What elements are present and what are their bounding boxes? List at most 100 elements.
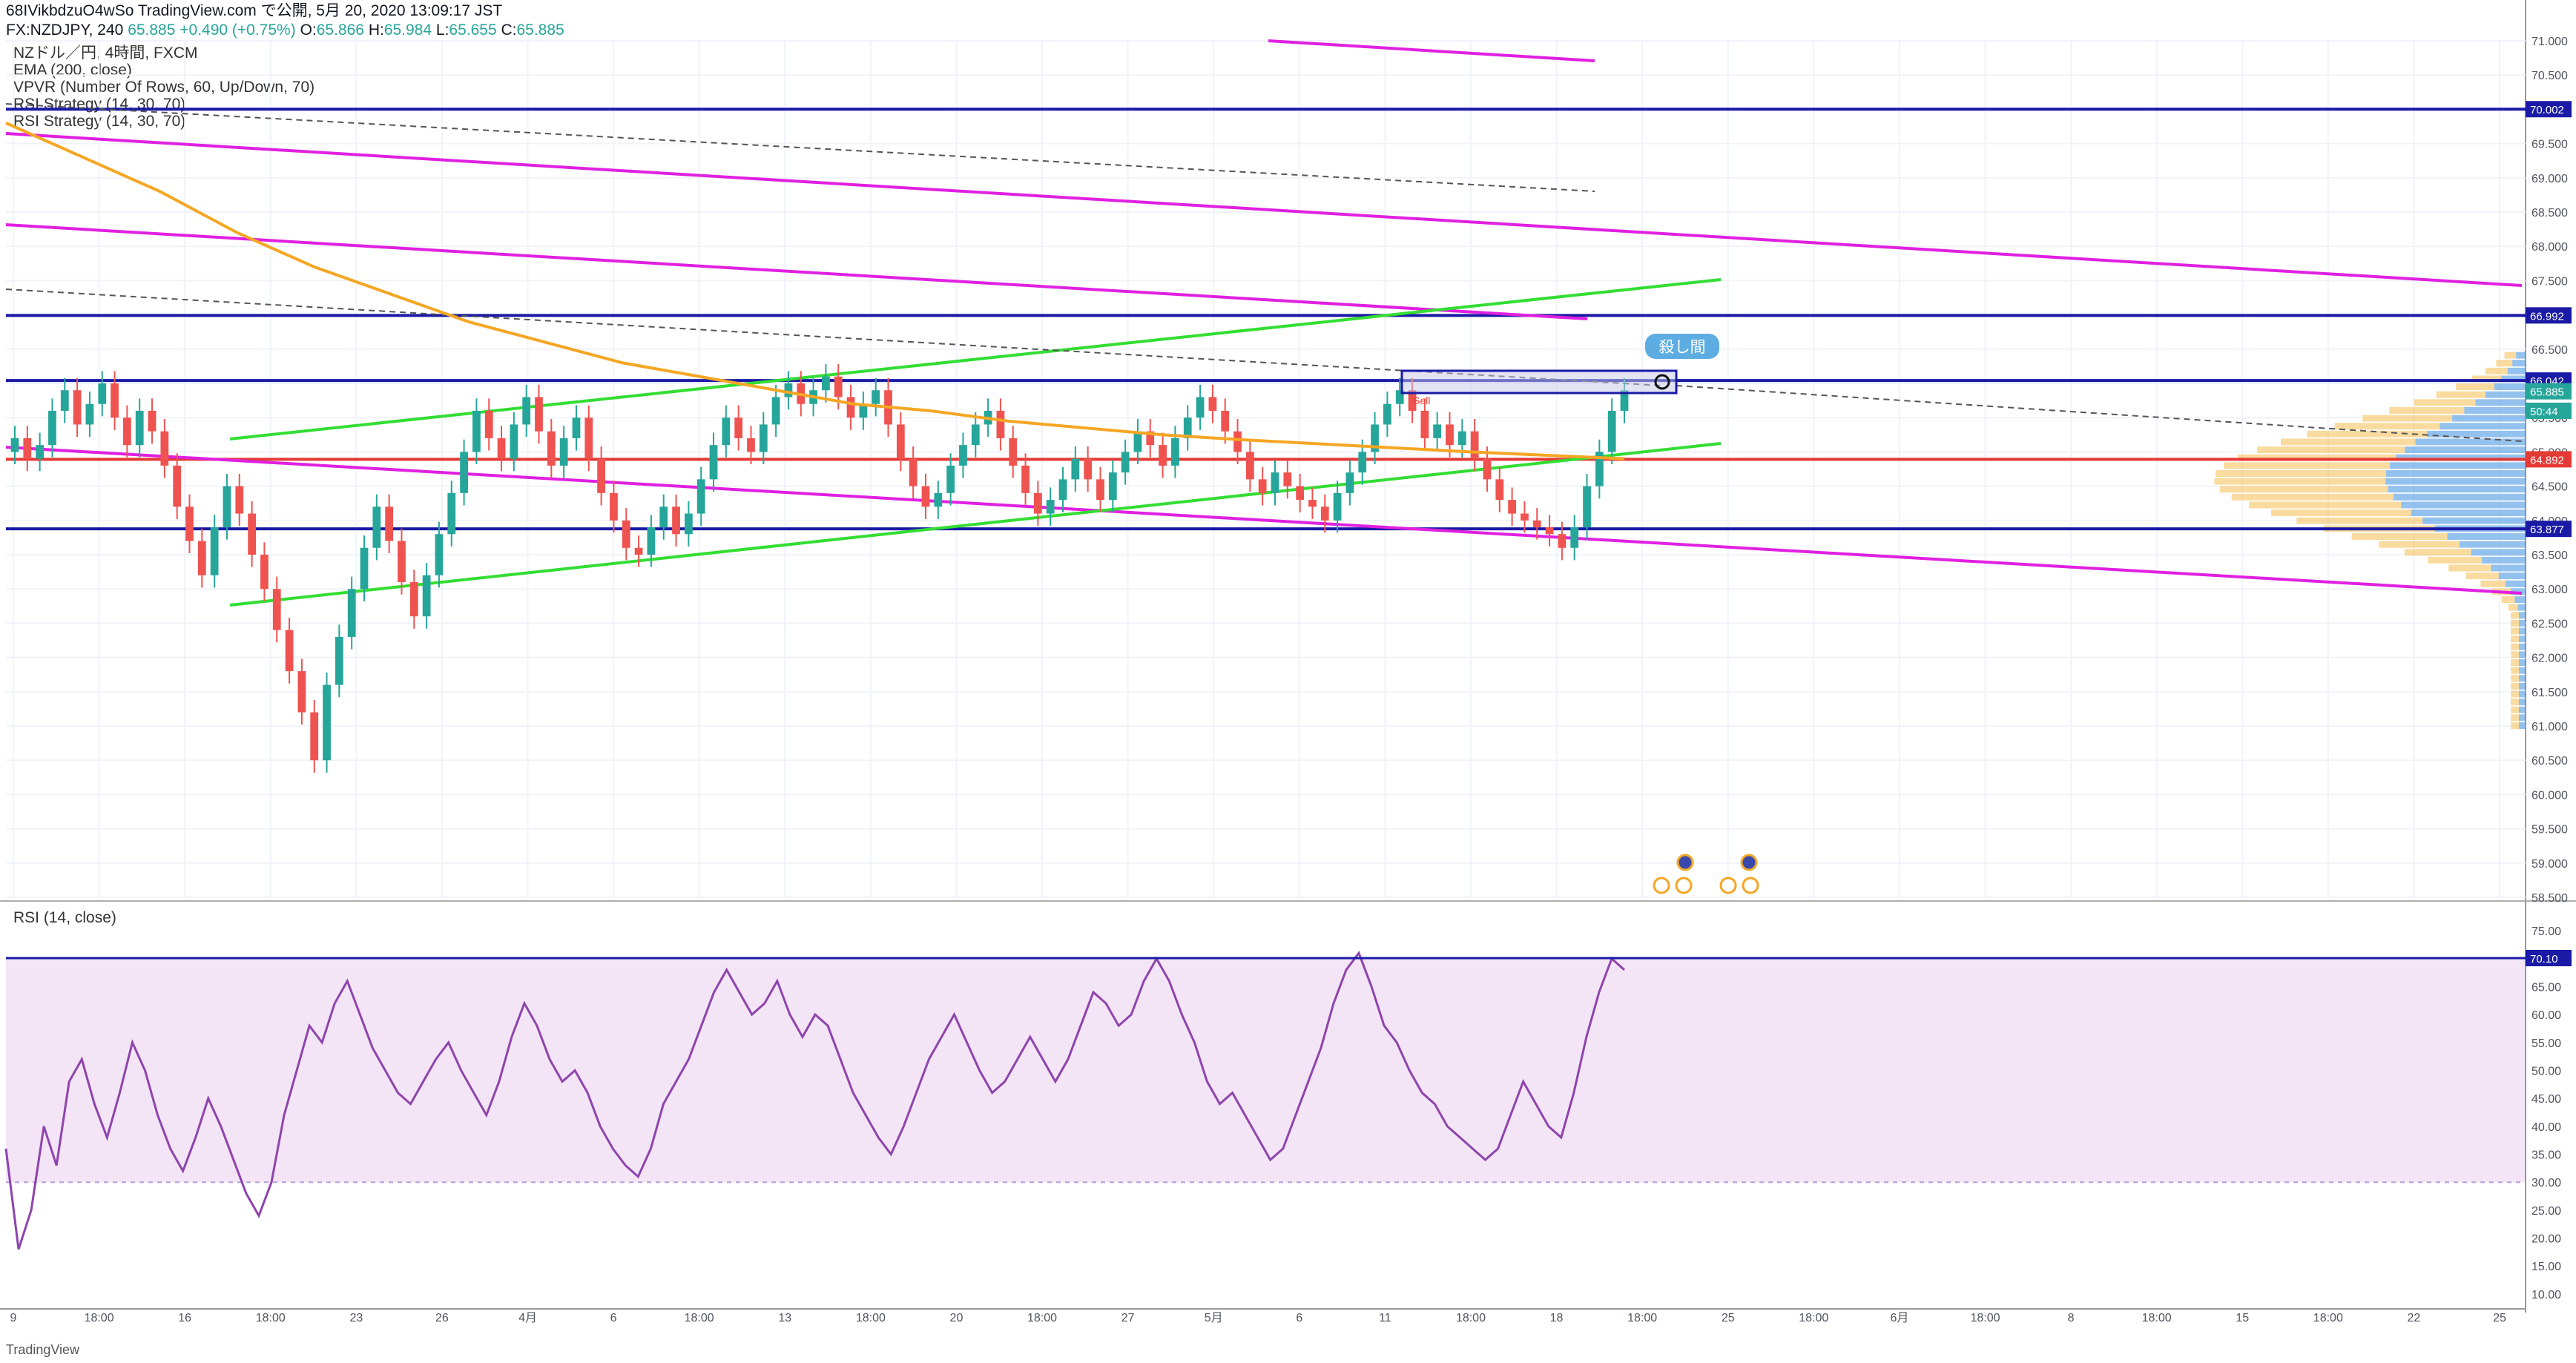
candle-body[interactable] [185, 506, 194, 541]
candle-body[interactable] [1245, 452, 1254, 480]
dotted-trendline-ext[interactable] [1676, 385, 2523, 442]
candle-body[interactable] [85, 403, 94, 425]
candle-body[interactable] [1607, 410, 1616, 452]
candle-body[interactable] [547, 431, 556, 466]
candle-body[interactable] [909, 458, 918, 486]
candle-body[interactable] [323, 684, 331, 761]
candle-body[interactable] [460, 452, 468, 493]
candle-body[interactable] [1583, 486, 1591, 528]
candle-body[interactable] [1383, 403, 1391, 425]
legend-symbol[interactable]: NZドル／円, 4時間, FXCM [13, 44, 198, 62]
magenta-channel-lower[interactable] [5, 446, 2523, 595]
candle-body[interactable] [1196, 397, 1205, 418]
candle-body[interactable] [1058, 479, 1067, 501]
candle-body[interactable] [385, 506, 394, 541]
candle-body[interactable] [36, 445, 45, 459]
candle-body[interactable] [197, 541, 206, 575]
candle-body[interactable] [1508, 500, 1516, 514]
candle-body[interactable] [1420, 410, 1429, 438]
candle-body[interactable] [510, 424, 518, 459]
candle-body[interactable] [409, 581, 418, 617]
candle-body[interactable] [1221, 410, 1230, 432]
candle-body[interactable] [971, 424, 980, 446]
candle-body[interactable] [310, 712, 319, 761]
candle-body[interactable] [584, 418, 593, 459]
candle-body[interactable] [23, 438, 32, 459]
candle-body[interactable] [210, 527, 219, 575]
candle-body[interactable] [1570, 527, 1579, 548]
candle-body[interactable] [1159, 445, 1167, 466]
candle-body[interactable] [859, 403, 868, 418]
candle-body[interactable] [1495, 479, 1504, 501]
candle-body[interactable] [347, 589, 356, 637]
candle-body[interactable] [1121, 452, 1130, 473]
candle-body[interactable] [272, 589, 281, 630]
candle-body[interactable] [834, 376, 843, 397]
candle-body[interactable] [522, 397, 531, 425]
candle-body[interactable] [1433, 424, 1442, 438]
candle-body[interactable] [684, 513, 693, 535]
legend-vpvr[interactable]: VPVR (Number Of Rows, 60, Up/Down, 70) [13, 79, 315, 96]
candle-body[interactable] [1046, 500, 1055, 514]
candle-body[interactable] [1009, 438, 1018, 466]
candle-body[interactable] [1521, 513, 1529, 521]
candle-body[interactable] [1457, 431, 1466, 446]
candle-body[interactable] [1146, 431, 1155, 446]
candle-body[interactable] [1532, 520, 1541, 528]
candle-body[interactable] [1071, 458, 1080, 480]
candle-body[interactable] [1171, 438, 1179, 466]
candle-body[interactable] [846, 397, 855, 418]
candle-body[interactable] [1283, 472, 1292, 486]
candle-body[interactable] [1233, 431, 1242, 452]
candle-body[interactable] [248, 513, 256, 555]
candle-body[interactable] [709, 445, 718, 480]
candle-body[interactable] [771, 397, 780, 425]
candle-body[interactable] [1271, 472, 1279, 493]
candle-body[interactable] [1258, 479, 1267, 493]
candle-body[interactable] [360, 547, 369, 590]
candle-body[interactable] [722, 418, 731, 446]
candle-body[interactable] [634, 547, 643, 555]
candle-body[interactable] [398, 541, 406, 582]
ema-200-line[interactable] [5, 122, 1625, 461]
candle-body[interactable] [372, 506, 381, 548]
candle-body[interactable] [111, 383, 119, 418]
candle-body[interactable] [696, 479, 705, 514]
candle-body[interactable] [822, 376, 830, 391]
rsi-pane-title[interactable]: RSI (14, close) [13, 909, 116, 926]
candle-body[interactable] [1371, 424, 1379, 452]
magenta-short-line[interactable] [1268, 39, 1595, 62]
candle-body[interactable] [1084, 458, 1093, 480]
candle-body[interactable] [784, 383, 793, 397]
candle-body[interactable] [1183, 418, 1192, 438]
candle-body[interactable] [597, 458, 606, 493]
candle-body[interactable] [759, 424, 768, 452]
candle-body[interactable] [1208, 397, 1217, 411]
candle-body[interactable] [1133, 431, 1142, 452]
dotted-trendline[interactable] [5, 288, 1662, 386]
candle-body[interactable] [98, 383, 107, 404]
candle-body[interactable] [484, 410, 493, 438]
candle-body[interactable] [659, 506, 668, 528]
candle-body[interactable] [48, 410, 56, 446]
candle-body[interactable] [535, 397, 543, 432]
candle-body[interactable] [1483, 458, 1492, 480]
candle-body[interactable] [1446, 424, 1454, 446]
green-channel-lower[interactable] [229, 442, 1722, 607]
candle-body[interactable] [1345, 472, 1354, 493]
event-icon[interactable] [1676, 854, 1694, 871]
candle-body[interactable] [435, 534, 444, 575]
candle-body[interactable] [734, 418, 743, 438]
candle-body[interactable] [1620, 390, 1629, 411]
candle-body[interactable] [1308, 500, 1317, 507]
candle-body[interactable] [135, 410, 144, 446]
candle-body[interactable] [148, 410, 157, 432]
candle-body[interactable] [1333, 492, 1342, 521]
candle-body[interactable] [285, 630, 294, 672]
candle-body[interactable] [1320, 506, 1329, 521]
candle-body[interactable] [934, 492, 943, 507]
kill-zone-box[interactable] [1400, 369, 1678, 395]
candle-body[interactable] [173, 465, 182, 507]
candle-body[interactable] [160, 431, 169, 466]
